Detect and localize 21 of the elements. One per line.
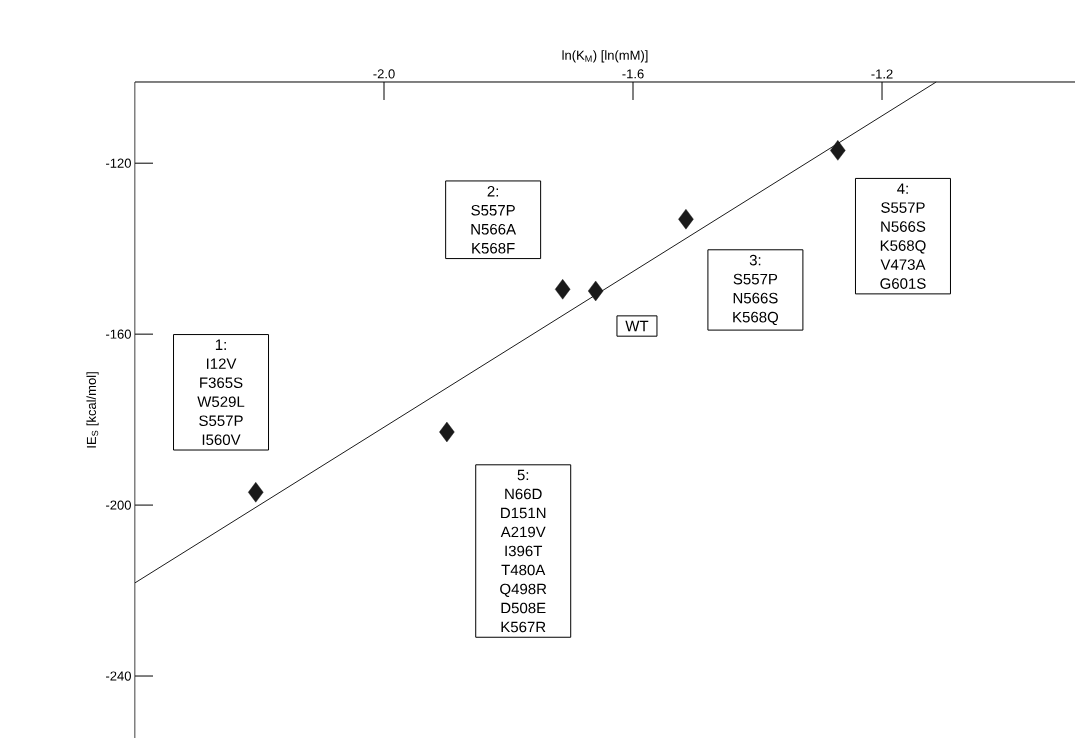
point	[678, 208, 694, 230]
point	[248, 482, 264, 503]
annotation: 4: S557P N566S K568Q V473A G601S	[880, 183, 926, 289]
y-tick-label: -120	[106, 158, 131, 168]
annotation: WT	[625, 320, 649, 332]
point	[439, 421, 455, 443]
x-tick-label: -1.2	[871, 69, 893, 79]
x-tick-label: -1.6	[622, 69, 644, 79]
point	[830, 140, 846, 161]
annotation: 2: S557P N566A K568F	[471, 185, 517, 254]
text: 5: N66D D151N A219V I396T T480A Q498R D508E K567R	[500, 469, 547, 633]
y-axis-title: IE$_{S}$ [kcal/mol]	[86, 372, 99, 448]
point	[587, 280, 604, 302]
y-tick-label: -160	[106, 329, 131, 339]
x-tick-label: -2.0	[373, 69, 395, 79]
annotation: 1: I12V F365S W529L S557P I560V	[197, 339, 245, 446]
x-axis-title: ln(K$_{M}$) [ln(mM)]	[562, 50, 648, 63]
y-tick-label: -240	[106, 671, 131, 681]
annotation: 3: S557P N566S K568Q	[733, 254, 779, 326]
point	[554, 279, 571, 300]
y-tick-label: -200	[106, 500, 131, 510]
